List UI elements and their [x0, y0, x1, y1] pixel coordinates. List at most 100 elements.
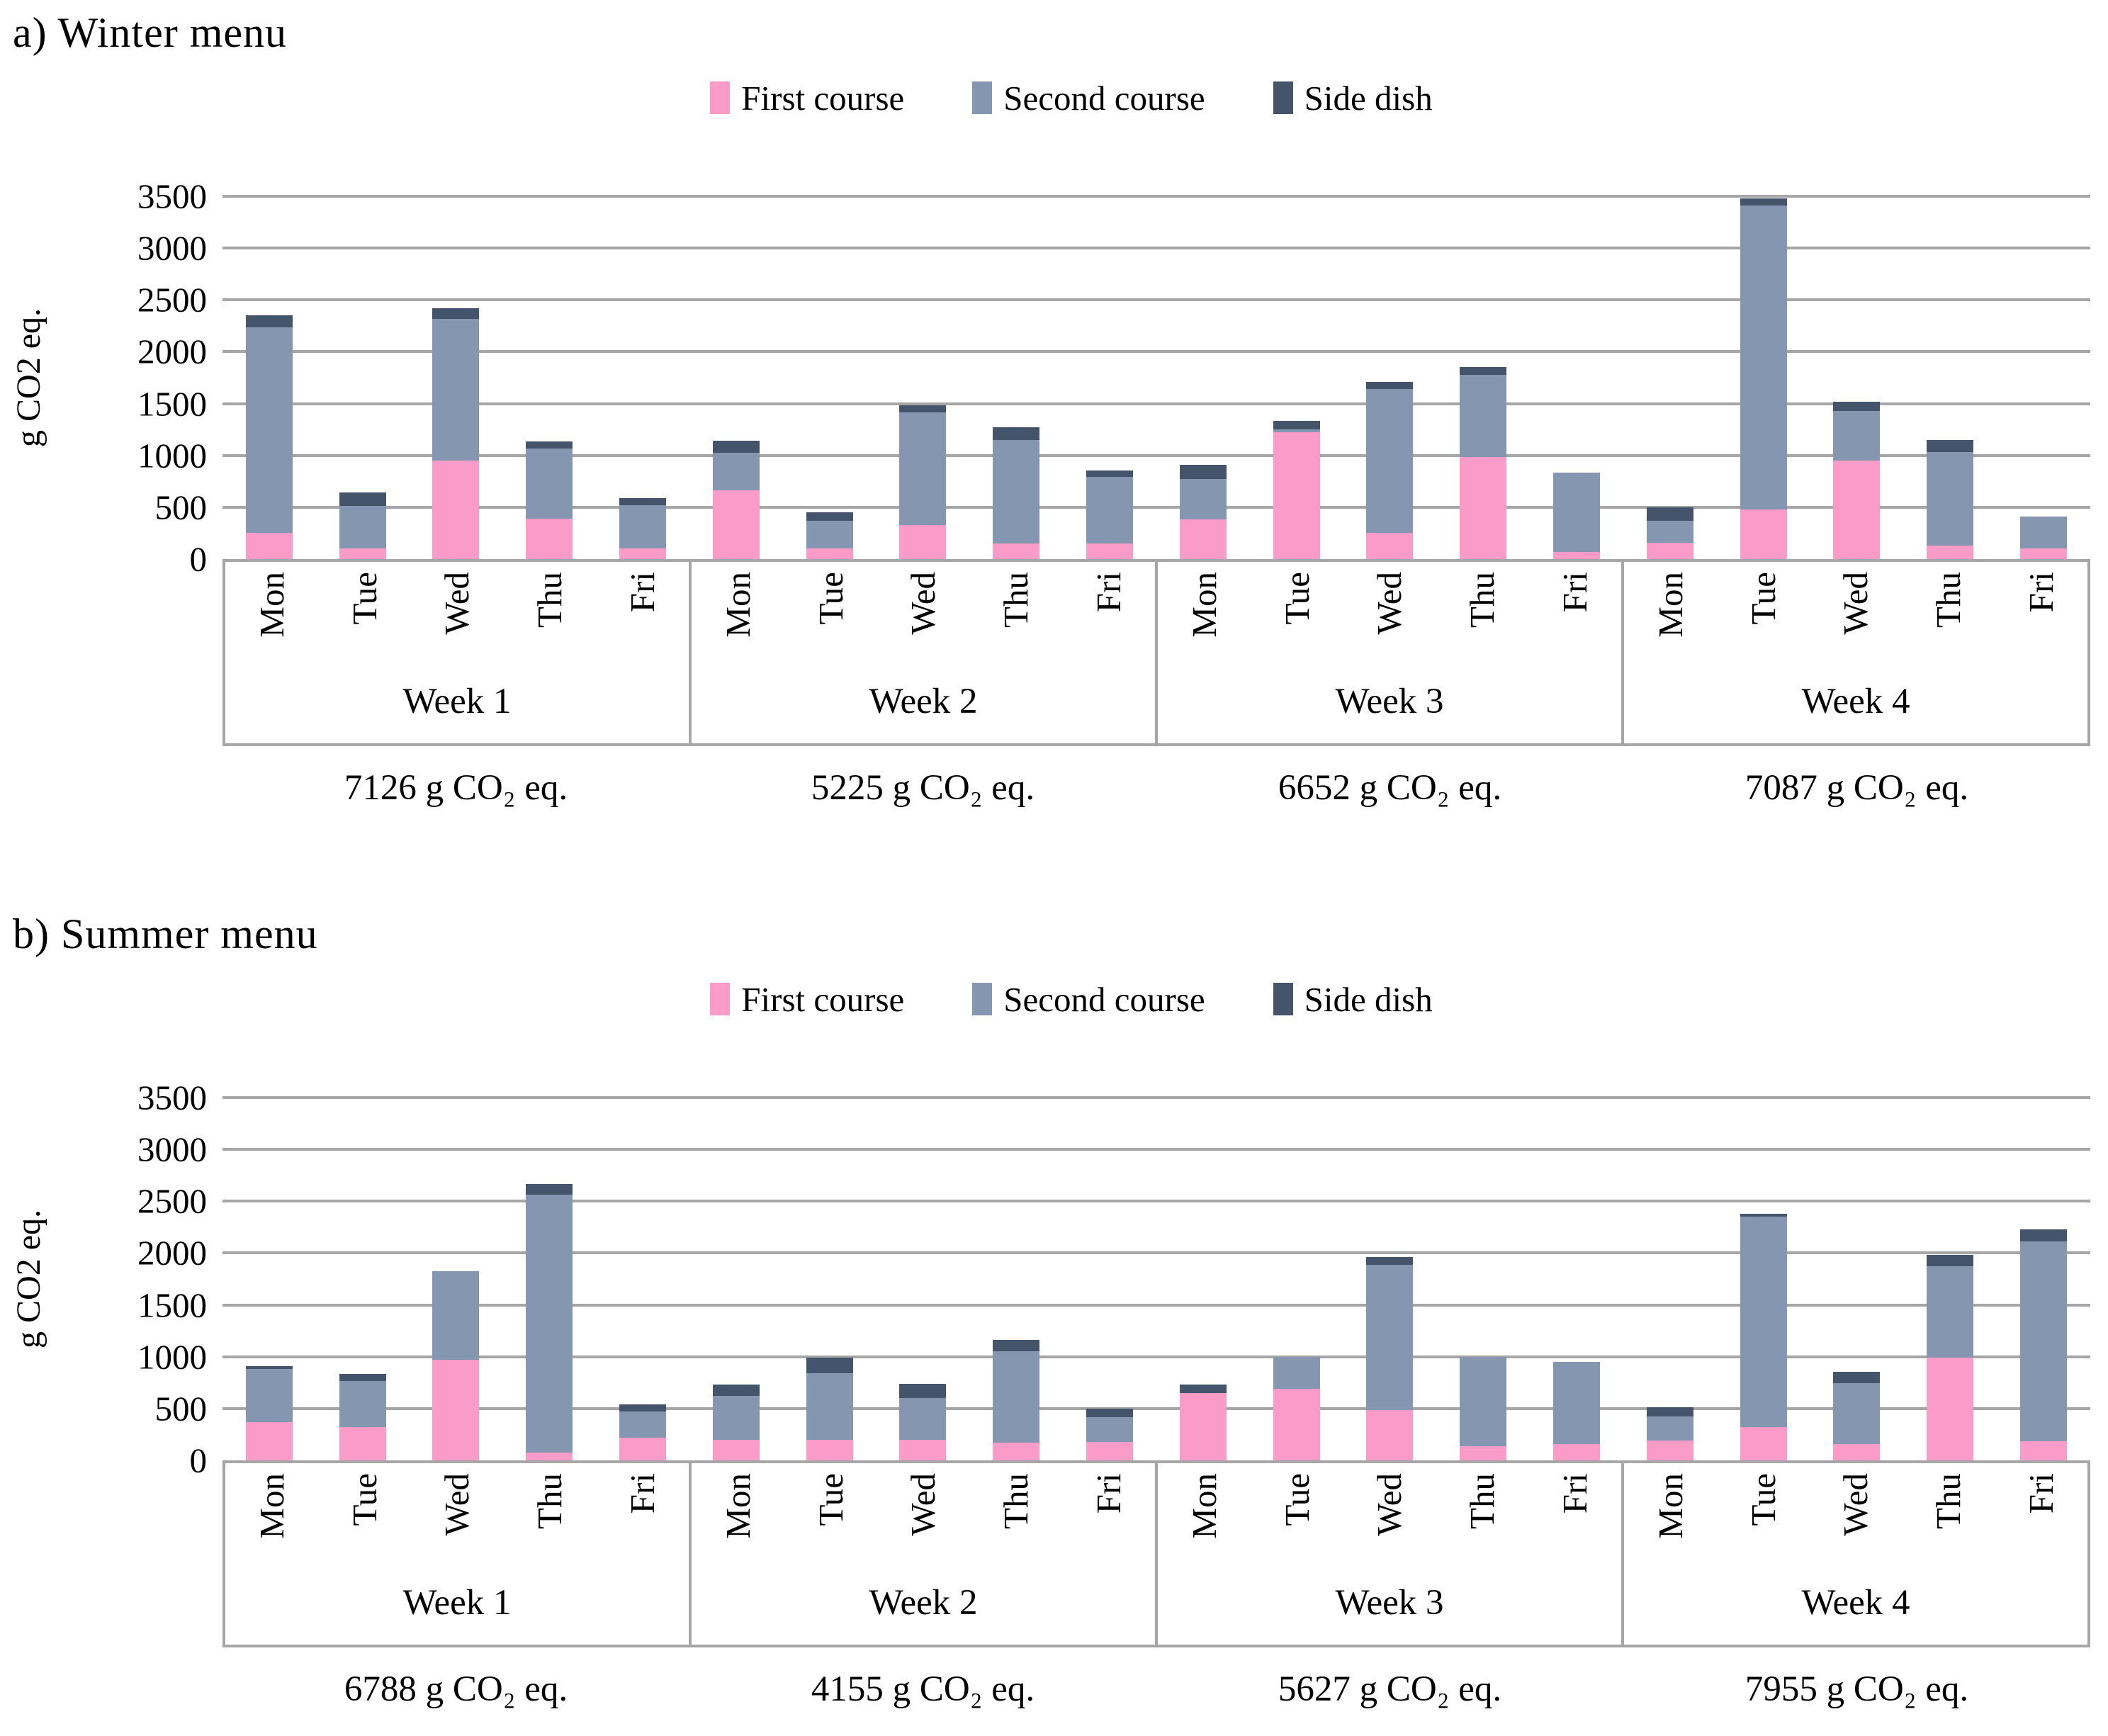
- gridline: [222, 1303, 2090, 1307]
- day-slot: [783, 196, 877, 559]
- day-slot: [1063, 196, 1156, 559]
- y-axis-ticks: 0 500 1000 1500 2000 2500 3000 3500: [57, 1081, 222, 1478]
- bar-segment-side_dish: [993, 1340, 1040, 1351]
- gridline: [222, 195, 2090, 198]
- bar-segment-first_course: [1927, 546, 1974, 559]
- week-label: Week 4: [1801, 1583, 1910, 1623]
- bar-segment-first_course: [806, 1440, 853, 1460]
- stacked-bar: [1460, 1357, 1507, 1460]
- y-axis-tick-label: 1500: [137, 384, 207, 424]
- bar-segment-second_course: [1366, 1265, 1414, 1410]
- frame-day-slot: Tue: [784, 572, 877, 681]
- chart-body: g CO2 eq. 0 500 1000 1500 2000 2500 3000 3500: [0, 1081, 2108, 1478]
- bar-segment-second_course: [526, 449, 573, 519]
- frame-day-slot: Thu: [1436, 572, 1528, 681]
- bar-segment-side_dish: [1927, 1255, 1974, 1266]
- bar-segment-side_dish: [1179, 465, 1227, 479]
- bar-segment-side_dish: [1740, 198, 1787, 205]
- gridline: [222, 1251, 2090, 1255]
- frame-day-slot: Fri: [596, 572, 689, 681]
- frame-day-slot: Mon: [1158, 1473, 1251, 1582]
- gridline: [222, 505, 2090, 509]
- frame-week-group: Mon Tue Wed Thu Fri Week 3: [1158, 1463, 1624, 1645]
- day-slot: [1717, 196, 1810, 559]
- stacked-bar: [712, 441, 760, 559]
- stacked-bar: [993, 427, 1040, 559]
- bar-segment-second_course: [526, 1195, 573, 1453]
- legend-item: Side dish: [1273, 979, 1433, 1020]
- stacked-bar: [245, 315, 293, 559]
- day-slot: [1436, 1098, 1530, 1460]
- stacked-bar: [1740, 1214, 1787, 1460]
- frame-days-row: Mon Tue Wed Thu Fri: [1624, 562, 2087, 681]
- frame-day-slot: Tue: [318, 572, 411, 681]
- stacked-bar: [1740, 198, 1787, 559]
- bar-segment-second_course: [1833, 1383, 1881, 1444]
- gridline: [222, 1096, 2090, 1099]
- legend-swatch-first_course: [710, 81, 731, 114]
- bar-segment-second_course: [1086, 477, 1134, 543]
- bar-segment-first_course: [2020, 548, 2068, 559]
- day-slot: [1903, 1098, 1997, 1460]
- bar-segment-side_dish: [1273, 421, 1320, 429]
- gridline: [222, 350, 2090, 354]
- bar-segment-second_course: [1553, 1362, 1601, 1444]
- day-slot: [877, 1098, 970, 1460]
- stacked-bar: [1086, 1409, 1134, 1460]
- gridline: [222, 1355, 2090, 1358]
- day-slot: [596, 1098, 689, 1460]
- legend-item: First course: [710, 78, 904, 118]
- stacked-bar: [245, 1366, 293, 1460]
- day-slot: [1063, 1098, 1156, 1460]
- bar-segment-second_course: [245, 1369, 293, 1422]
- stacked-bar: [432, 308, 480, 559]
- day-slot: [877, 196, 970, 559]
- day-slot: [410, 196, 503, 559]
- frame-day-slot: Thu: [1436, 1473, 1528, 1582]
- bar-segment-first_course: [993, 543, 1040, 559]
- bar-segment-second_course: [1646, 521, 1693, 543]
- week-group: [222, 196, 689, 559]
- day-label: Mon: [718, 572, 757, 638]
- week-totals-row: 6788 g CO₂ eq. 4155 g CO₂ eq. 5627 g CO₂ e…: [222, 1669, 2090, 1710]
- frame-day-slot: Wed: [1810, 1473, 1903, 1582]
- stacked-bar: [619, 1404, 667, 1460]
- bar-segment-second_course: [1927, 1266, 1974, 1358]
- bar-segment-side_dish: [993, 427, 1040, 440]
- bar-segment-first_course: [1553, 552, 1601, 559]
- bar-segment-second_course: [619, 505, 667, 548]
- day-label: Fri: [623, 572, 663, 613]
- bar-segment-second_course: [712, 453, 760, 490]
- week-total: 5627 g CO₂ eq.: [1278, 1669, 1502, 1709]
- frame-day-slot: Fri: [1528, 1473, 1621, 1582]
- frame-day-slot: Tue: [318, 1473, 411, 1582]
- week-totals-row: 7126 g CO₂ eq. 5225 g CO₂ eq. 6652 g CO₂ e…: [222, 767, 2090, 808]
- day-label: Wed: [903, 1473, 943, 1536]
- day-slot: [596, 196, 689, 559]
- bar-segment-first_course: [1086, 1442, 1134, 1460]
- bar-segment-second_course: [1646, 1416, 1693, 1441]
- frame-day-slot: Tue: [784, 1473, 877, 1582]
- bar-segment-second_course: [1927, 452, 1974, 546]
- week-label: Week 2: [869, 682, 978, 721]
- bar-segment-side_dish: [712, 1385, 760, 1396]
- bars-layer: [222, 1098, 2090, 1460]
- bar-segment-second_course: [339, 506, 386, 548]
- day-slot: [969, 1098, 1063, 1460]
- frame-day-slot: Fri: [1528, 572, 1621, 681]
- legend-item: Second course: [972, 78, 1205, 118]
- bar-segment-side_dish: [619, 1404, 667, 1411]
- bar-segment-side_dish: [1927, 440, 1974, 452]
- bar-segment-side_dish: [1646, 1407, 1693, 1416]
- bar-segment-second_course: [619, 1411, 667, 1438]
- bar-segment-first_course: [712, 490, 760, 559]
- y-axis-label: g CO2 eq.: [0, 1098, 57, 1460]
- frame-week-group: Mon Tue Wed Thu Fri Week 4: [1624, 562, 2087, 743]
- frame-days-row: Mon Tue Wed Thu Fri: [692, 562, 1155, 681]
- day-label: Tue: [344, 1473, 384, 1526]
- day-slot: [1903, 196, 1997, 559]
- bar-segment-second_course: [245, 327, 293, 533]
- frame-day-slot: Tue: [1251, 572, 1343, 681]
- frame-day-slot: Thu: [503, 572, 596, 681]
